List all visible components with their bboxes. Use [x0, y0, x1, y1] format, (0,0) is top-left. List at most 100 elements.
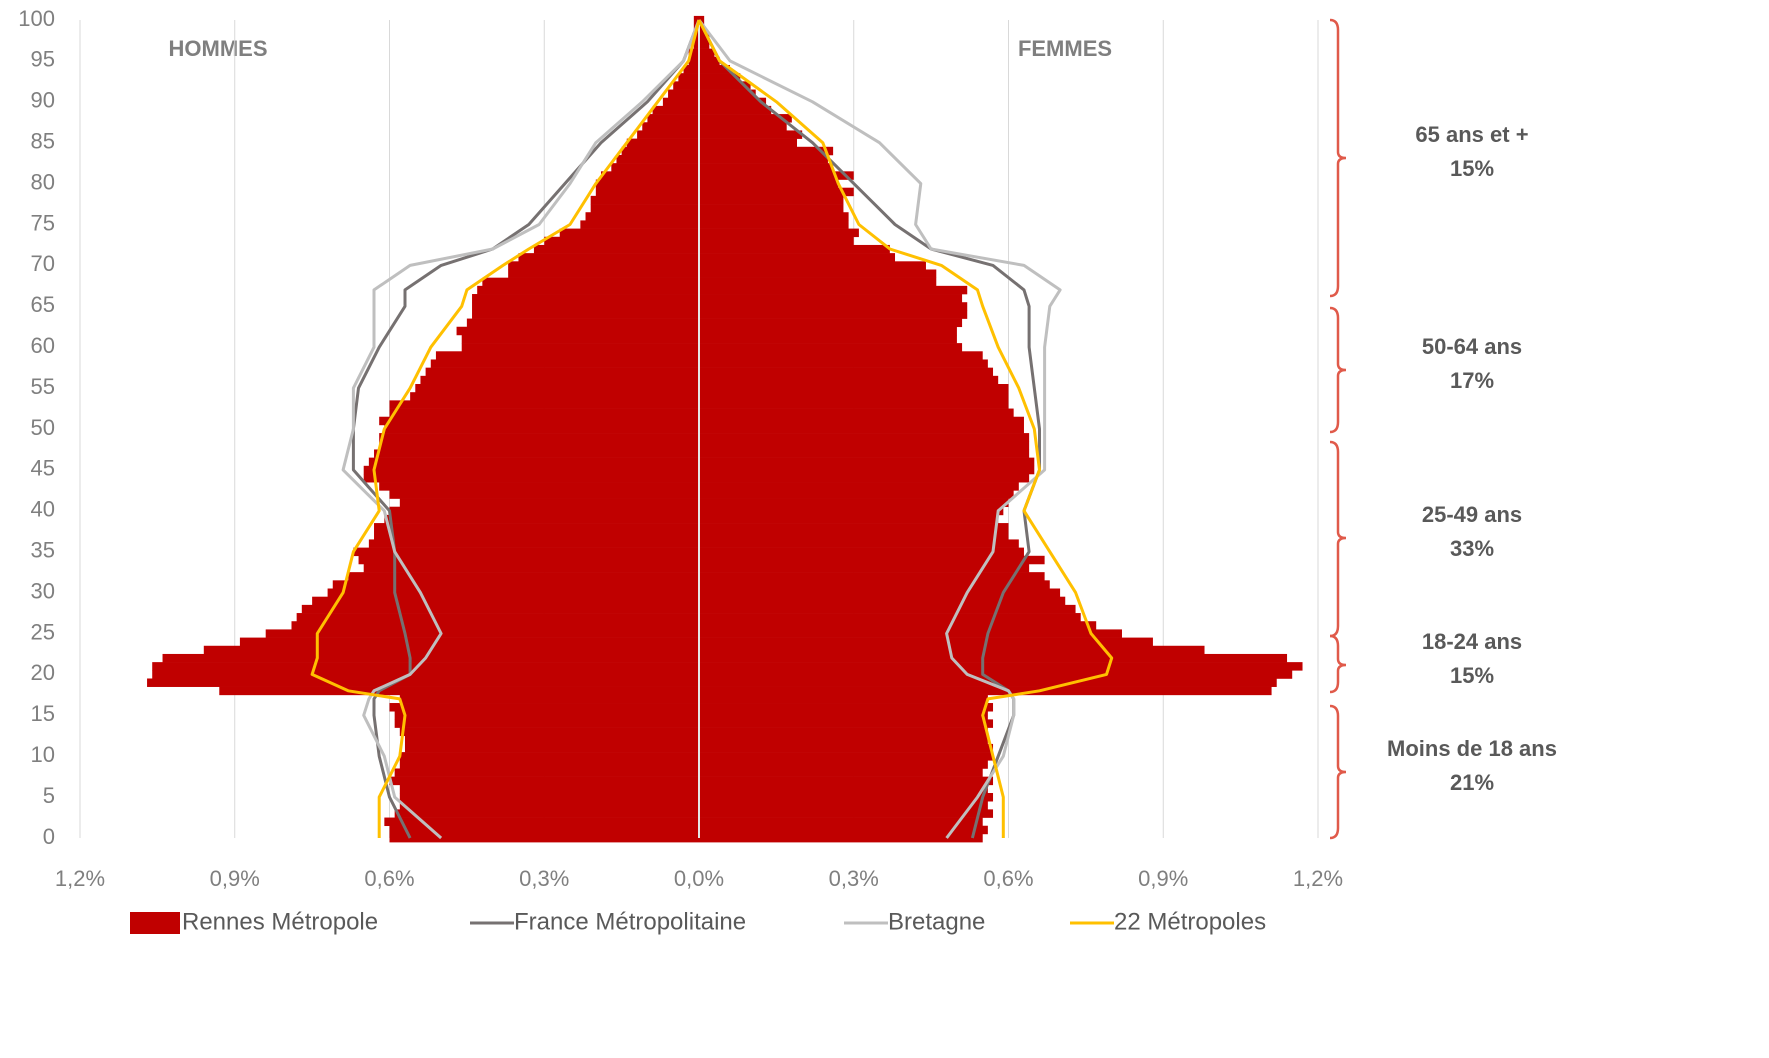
bar [699, 359, 988, 368]
y-tick-label: 30 [31, 578, 55, 603]
bar [384, 424, 699, 434]
annotation-share: 15% [1450, 663, 1494, 688]
bar [699, 645, 1205, 655]
bar [363, 465, 699, 475]
bar [699, 302, 968, 311]
bar [637, 130, 699, 139]
bar [699, 400, 1009, 409]
bar [699, 220, 849, 229]
y-tick-label: 0 [43, 824, 55, 849]
bar [699, 32, 710, 41]
bar [533, 244, 699, 254]
bracket [1329, 440, 1347, 638]
bar [203, 645, 700, 655]
x-tick-label: 0,6% [983, 866, 1033, 891]
bar [699, 261, 926, 270]
bar [425, 367, 699, 377]
bar [699, 318, 963, 328]
bar [389, 490, 699, 499]
bar [699, 122, 787, 131]
bar [699, 64, 730, 74]
annotation-share: 17% [1450, 368, 1494, 393]
bar [699, 752, 994, 761]
bar [699, 285, 968, 295]
bar [585, 212, 699, 221]
bar [699, 539, 1019, 548]
bar [699, 424, 1024, 434]
bar [699, 613, 1081, 622]
bar [611, 163, 699, 172]
bar [162, 653, 700, 663]
bar [219, 686, 699, 696]
y-tick-label: 100 [18, 6, 55, 31]
bar [699, 719, 994, 728]
bar [699, 40, 710, 49]
annotation-label: Moins de 18 ans [1387, 736, 1557, 761]
bar [688, 48, 699, 58]
line [351, 19, 701, 839]
bar [699, 244, 890, 254]
bar [699, 56, 720, 66]
bar [699, 228, 859, 238]
bar [699, 269, 937, 278]
annotation-share: 15% [1450, 156, 1494, 181]
bar [693, 40, 699, 49]
bar [394, 719, 699, 728]
bar [590, 204, 699, 213]
bar [699, 89, 756, 99]
bar [699, 212, 849, 221]
bar [699, 547, 1024, 557]
annotation-label: 50-64 ans [1422, 334, 1522, 359]
bar [399, 752, 699, 761]
bar [410, 392, 699, 401]
bar [466, 318, 699, 328]
bar [384, 514, 699, 524]
bar [699, 498, 1009, 508]
bracket [1329, 634, 1347, 694]
bracket [1329, 704, 1347, 840]
bar [389, 833, 699, 843]
bar [699, 97, 767, 107]
bar [301, 604, 699, 614]
bar [472, 294, 699, 303]
bar [399, 801, 699, 810]
bar [239, 637, 700, 647]
x-tick-label: 1,2% [55, 866, 105, 891]
bar [699, 138, 798, 148]
bar [399, 793, 699, 802]
legend-label: France Métropolitaine [514, 908, 746, 935]
annotation-label: 25-49 ans [1422, 502, 1522, 527]
x-tick-label: 0,6% [364, 866, 414, 891]
y-tick-label: 85 [31, 129, 55, 154]
x-tick-label: 0,9% [1138, 866, 1188, 891]
bar [399, 727, 699, 737]
x-tick-label: 0,3% [829, 866, 879, 891]
bar [652, 105, 699, 115]
legend-label: 22 Métropoles [1114, 908, 1266, 935]
bar [699, 637, 1153, 647]
bar [580, 220, 699, 229]
bar [358, 555, 699, 565]
y-tick-label: 10 [31, 742, 55, 767]
women-label: FEMMES [1018, 36, 1112, 61]
bar [699, 629, 1122, 638]
bar [699, 384, 1009, 393]
bar [699, 670, 1293, 679]
bar [699, 277, 937, 287]
annotation-share: 33% [1450, 536, 1494, 561]
bar [699, 326, 957, 336]
bar [699, 114, 792, 123]
bar [399, 694, 699, 704]
bar [642, 122, 699, 131]
bar [699, 441, 1030, 450]
bracket [1329, 18, 1347, 298]
bar [332, 580, 699, 589]
bar [699, 490, 1014, 499]
bar [688, 56, 699, 66]
bar [699, 572, 1045, 581]
bar [699, 375, 999, 385]
bar [699, 588, 1061, 597]
bar [647, 114, 699, 123]
bar [699, 735, 988, 745]
bar [699, 73, 741, 82]
